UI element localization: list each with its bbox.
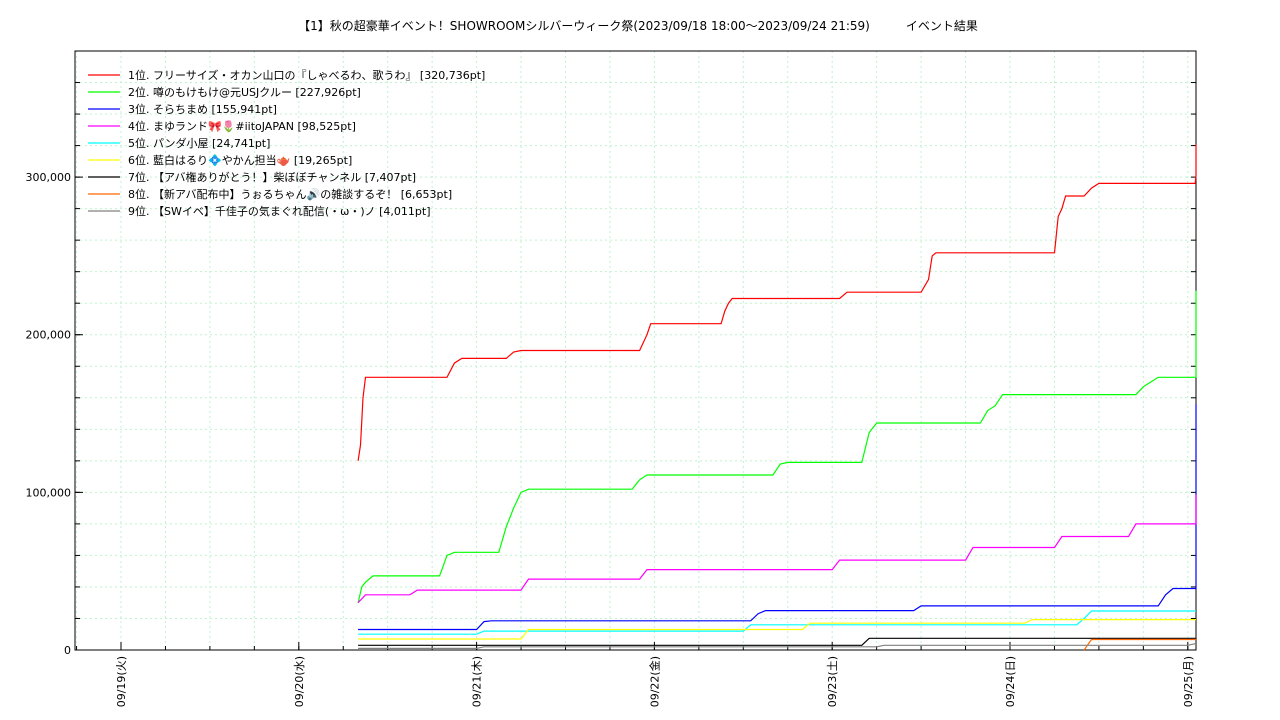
x-tick-label: 09/24(日) bbox=[1004, 656, 1017, 707]
legend-label-9: 9位. 【SWイベ】千佳子の気まぐれ配信(・ω・)ノ [4,011pt] bbox=[128, 204, 431, 218]
series-line-5 bbox=[358, 610, 1196, 635]
series-line-1 bbox=[357, 144, 1197, 461]
y-tick-label: 200,000 bbox=[26, 329, 72, 342]
x-tick-label: 09/23(土) bbox=[826, 656, 839, 707]
y-tick-label: 0 bbox=[64, 644, 71, 657]
legend-label-2: 2位. 噂のもけもけ@元USJクルー [227,926pt] bbox=[128, 85, 361, 99]
legend-label-1: 1位. フリーサイズ・オカン山口の『しゃべるわ、歌うわ』 [320,736pt] bbox=[128, 68, 485, 82]
legend-label-4: 4位. まゆランド🎀🌷#iitoJAPAN [98,525pt] bbox=[128, 119, 356, 133]
y-tick-label: 300,000 bbox=[26, 171, 72, 184]
x-tick-label: 09/21(木) bbox=[471, 656, 484, 707]
legend-label-7: 7位. 【アバ権ありがとう！】柴ぼぼチャンネル [7,407pt] bbox=[128, 170, 416, 184]
series-line-7 bbox=[358, 637, 1196, 646]
series-line-6 bbox=[358, 618, 1196, 640]
series-line-2 bbox=[357, 290, 1197, 603]
series-line-8 bbox=[1083, 638, 1196, 651]
chart-title: 【1】秋の超豪華イベント！SHOWROOMシルバーウィーク祭(2023/09/1… bbox=[298, 18, 978, 33]
legend-label-5: 5位. パンダ小屋 [24,741pt] bbox=[128, 136, 270, 150]
x-tick-label: 09/25(月) bbox=[1182, 656, 1195, 707]
y-tick-label: 100,000 bbox=[26, 486, 72, 499]
x-tick-label: 09/20(水) bbox=[293, 656, 306, 707]
legend-label-8: 8位. 【新アバ配布中】うぉるちゃん🔊の雑談するぞ！ [6,653pt] bbox=[128, 187, 452, 201]
x-tick-label: 09/19(火) bbox=[115, 656, 128, 707]
legend-label-3: 3位. そらちまめ [155,941pt] bbox=[128, 102, 277, 116]
legend-label-6: 6位. 藍白はるり💠やかん担当🫖 [19,265pt] bbox=[128, 153, 352, 167]
series-line-3 bbox=[358, 404, 1197, 631]
legend: 1位. フリーサイズ・オカン山口の『しゃべるわ、歌うわ』 [320,736pt]… bbox=[88, 68, 485, 218]
series-line-4 bbox=[357, 494, 1197, 604]
grid bbox=[75, 51, 1196, 650]
x-tick-label: 09/22(金) bbox=[647, 656, 661, 707]
series-line-9 bbox=[358, 643, 1196, 650]
series-lines bbox=[357, 144, 1197, 651]
